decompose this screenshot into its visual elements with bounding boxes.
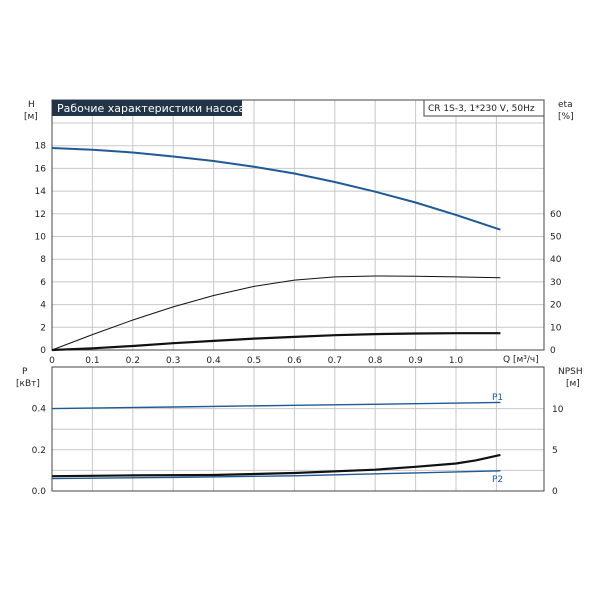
bottom-grid xyxy=(52,367,544,491)
eta-tick-label: 0 xyxy=(550,346,556,356)
eta-axis-unit: [%] xyxy=(558,112,574,122)
x-tick-label: 0.8 xyxy=(368,356,383,366)
h-axis-unit: [м] xyxy=(24,112,38,122)
eta-axis-label: eta xyxy=(558,100,573,110)
h-tick-label: 0 xyxy=(40,346,46,356)
x-tick-label: 0.7 xyxy=(328,356,342,366)
p1-label: P1 xyxy=(492,393,503,403)
h-tick-label: 12 xyxy=(35,210,46,220)
h-tick-label: 18 xyxy=(35,142,47,152)
top-series xyxy=(51,147,501,352)
title-box xyxy=(52,100,242,116)
h-tick-label: 8 xyxy=(40,255,46,265)
x-tick-label: 0 xyxy=(49,356,55,366)
eta-tick-label: 30 xyxy=(550,278,562,288)
series-line-eta xyxy=(51,275,501,351)
eta-tick-label: 50 xyxy=(550,233,562,243)
q-axis-label: Q [м³/ч] xyxy=(503,355,539,365)
series-line-p2 xyxy=(51,470,501,480)
x-tick-label: 0.1 xyxy=(85,356,99,366)
npsh-axis-label: NPSH xyxy=(558,367,583,377)
top-grid xyxy=(52,100,544,350)
x-tick-label: 0.4 xyxy=(206,356,221,366)
series-line-h xyxy=(51,147,501,231)
series-line-h-eff-line- xyxy=(51,332,501,352)
p2-label: P2 xyxy=(492,475,503,485)
pump-label: CR 1S-3, 1*230 V, 50Hz xyxy=(428,104,535,114)
chart-title: Рабочие характеристики насоса xyxy=(57,102,245,115)
h-tick-label: 2 xyxy=(40,323,46,333)
eta-tick-label: 10 xyxy=(550,323,562,333)
npsh-axis-unit: [м] xyxy=(566,379,580,389)
x-tick-label: 1.0 xyxy=(449,356,464,366)
x-tick-label: 0.9 xyxy=(408,356,423,366)
x-tick-label: 0.5 xyxy=(247,356,261,366)
bottom-series xyxy=(51,401,501,480)
h-tick-label: 16 xyxy=(35,164,47,174)
x-tick-label: 0.3 xyxy=(166,356,180,366)
eta-tick-label: 60 xyxy=(550,210,562,220)
p-tick-label: 0.2 xyxy=(32,446,46,456)
h-tick-label: 10 xyxy=(35,233,47,243)
p-axis-unit: [кВт] xyxy=(16,379,40,389)
h-tick-label: 14 xyxy=(35,187,47,197)
x-tick-label: 0.2 xyxy=(126,356,140,366)
h-tick-label: 6 xyxy=(40,278,46,288)
h-axis-label: H xyxy=(28,100,35,110)
series-line-p1 xyxy=(51,401,501,410)
bottom-tick-labels: 0.0 0.2 0.4 0 5 10 xyxy=(32,405,564,497)
p-tick-label: 0.0 xyxy=(32,487,47,497)
npsh-tick-label: 0 xyxy=(552,487,558,497)
bottom-plot-frame xyxy=(51,366,545,492)
npsh-tick-label: 5 xyxy=(552,446,558,456)
npsh-tick-label: 10 xyxy=(552,405,564,415)
eta-tick-label: 40 xyxy=(550,255,562,265)
pump-label-box xyxy=(423,99,545,117)
x-tick-label: 0.6 xyxy=(287,356,302,366)
series-line-npsh xyxy=(51,453,501,478)
top-plot-frame xyxy=(51,99,545,351)
h-tick-label: 4 xyxy=(40,301,46,311)
p-tick-label: 0.4 xyxy=(32,405,47,415)
eta-tick-label: 20 xyxy=(550,301,562,311)
top-tick-labels: 0 0.1 0.2 0.3 0.4 0.5 0.6 0.7 0.8 0.9 1.0 0 2 4 6 8 10 12… xyxy=(35,142,562,366)
p-axis-label: P xyxy=(22,367,28,377)
